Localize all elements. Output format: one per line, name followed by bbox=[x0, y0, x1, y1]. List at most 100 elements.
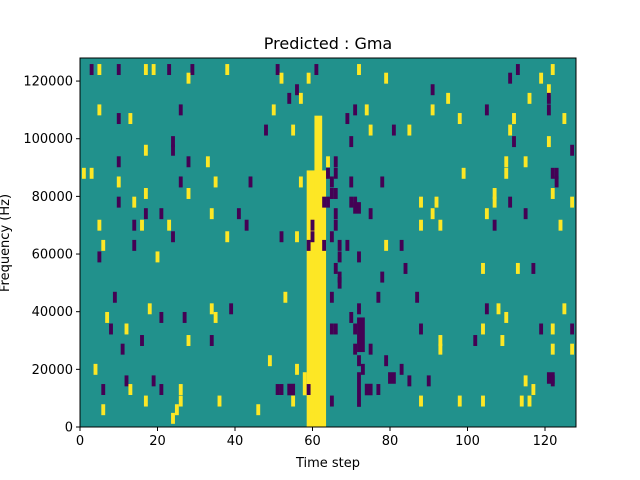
heatmap-cell bbox=[531, 262, 536, 274]
heatmap-cell bbox=[174, 404, 179, 416]
heatmap-cell bbox=[264, 124, 268, 136]
heatmap-cell bbox=[539, 323, 544, 335]
y-tick-label: 80000 bbox=[32, 190, 73, 205]
heatmap-cell bbox=[295, 363, 299, 375]
heatmap-cell bbox=[116, 64, 121, 76]
x-axis: 0 20 40 60 80 100 120 bbox=[76, 427, 557, 449]
heatmap-cell bbox=[380, 176, 385, 188]
heatmap-cell bbox=[171, 144, 175, 156]
heatmap-cell bbox=[132, 239, 137, 251]
heatmap-cell bbox=[124, 375, 129, 387]
heatmap-cell bbox=[101, 404, 106, 416]
heatmap-cell bbox=[306, 384, 311, 396]
heatmap-cell bbox=[190, 64, 195, 76]
heatmap-cell bbox=[419, 395, 423, 407]
heatmap-cell bbox=[562, 113, 567, 125]
heatmap-block bbox=[287, 383, 296, 396]
heatmap-cell bbox=[109, 323, 113, 335]
x-tick-label: 0 bbox=[76, 434, 84, 449]
heatmap-cell bbox=[345, 239, 350, 251]
heatmap-cell bbox=[391, 124, 396, 136]
heatmap-block bbox=[357, 372, 361, 407]
heatmap-cell bbox=[116, 176, 121, 188]
heatmap-cell bbox=[512, 113, 516, 125]
heatmap-cell bbox=[430, 84, 435, 96]
heatmap-cell bbox=[186, 188, 191, 199]
heatmap-cell bbox=[310, 219, 315, 231]
heatmap-cell bbox=[132, 219, 137, 231]
heatmap-cell bbox=[333, 156, 338, 168]
heatmap-cell bbox=[504, 311, 509, 323]
heatmap-cell bbox=[376, 384, 381, 396]
heatmap-cell bbox=[143, 395, 148, 407]
heatmap-block bbox=[357, 317, 365, 353]
x-tick-label: 20 bbox=[149, 434, 166, 449]
heatmap-cell bbox=[128, 113, 133, 125]
heatmap-cell bbox=[504, 156, 509, 168]
heatmap-cell bbox=[523, 208, 528, 220]
heatmap-cell bbox=[345, 113, 350, 125]
heatmap-cell bbox=[349, 176, 354, 188]
heatmap-cell bbox=[550, 64, 555, 76]
heatmap-cell bbox=[523, 156, 528, 168]
y-tick-label: 0 bbox=[65, 421, 73, 436]
y-tick-label: 60000 bbox=[32, 248, 73, 263]
heatmap-cell bbox=[484, 208, 489, 220]
heatmap-cell bbox=[523, 375, 528, 387]
heatmap-cell bbox=[527, 395, 532, 407]
heatmap-cell bbox=[167, 219, 172, 231]
heatmap-block bbox=[353, 202, 361, 214]
heatmap-cell bbox=[384, 72, 389, 84]
heatmap-cell bbox=[426, 375, 431, 387]
heatmap-cell bbox=[155, 251, 160, 263]
heatmap-cell bbox=[186, 156, 191, 168]
heatmap-cell bbox=[271, 104, 276, 116]
heatmap-cell bbox=[337, 251, 342, 263]
y-tick-label: 100000 bbox=[23, 132, 73, 147]
y-axis-label: Frequency (Hz) bbox=[0, 194, 13, 292]
heatmap-cell bbox=[178, 395, 183, 407]
heatmap-cell bbox=[306, 239, 311, 251]
heatmap-cell bbox=[151, 375, 156, 387]
heatmap-cell bbox=[143, 64, 148, 76]
heatmap-cell bbox=[357, 355, 361, 367]
heatmap-cell bbox=[461, 167, 466, 179]
heatmap-cell bbox=[229, 303, 234, 315]
heatmap-cell bbox=[89, 64, 94, 76]
heatmap-cell bbox=[279, 231, 284, 243]
heatmap-cell bbox=[97, 251, 102, 263]
heatmap-cell bbox=[112, 291, 117, 303]
heatmap-block bbox=[337, 277, 342, 289]
heatmap-cell bbox=[116, 113, 121, 125]
heatmap-cell bbox=[120, 343, 125, 355]
heatmap-cell bbox=[310, 231, 315, 243]
heatmap-cell bbox=[430, 208, 435, 220]
heatmap-cell bbox=[546, 104, 551, 116]
heatmap-cell bbox=[143, 208, 148, 220]
heatmap-cell bbox=[333, 323, 338, 335]
heatmap-cell bbox=[97, 64, 102, 76]
heatmap-cell bbox=[275, 64, 280, 76]
heatmap-cell bbox=[128, 384, 133, 396]
heatmap-background bbox=[80, 58, 576, 427]
heatmap-cell bbox=[419, 196, 423, 208]
heatmap-cell bbox=[407, 124, 412, 136]
heatmap-cell bbox=[554, 167, 559, 179]
heatmap-cell bbox=[151, 64, 156, 76]
heatmap-cell bbox=[353, 196, 358, 208]
heatmap-cell bbox=[508, 124, 513, 136]
heatmap-cell bbox=[364, 104, 369, 116]
heatmap-cell bbox=[349, 196, 354, 208]
heatmap-cell bbox=[186, 335, 191, 346]
heatmap-cell bbox=[159, 384, 164, 396]
y-tick-label: 20000 bbox=[32, 363, 73, 378]
heatmap-cell bbox=[178, 384, 183, 396]
heatmap-cell bbox=[326, 196, 330, 208]
heatmap-cell bbox=[140, 219, 144, 231]
heatmap-cell bbox=[333, 167, 338, 179]
y-axis: 0 20000 40000 60000 80000 100000 120000 bbox=[23, 75, 80, 436]
heatmap-cell bbox=[492, 219, 497, 231]
heatmap-cell bbox=[419, 219, 423, 231]
plot-area bbox=[80, 58, 576, 427]
